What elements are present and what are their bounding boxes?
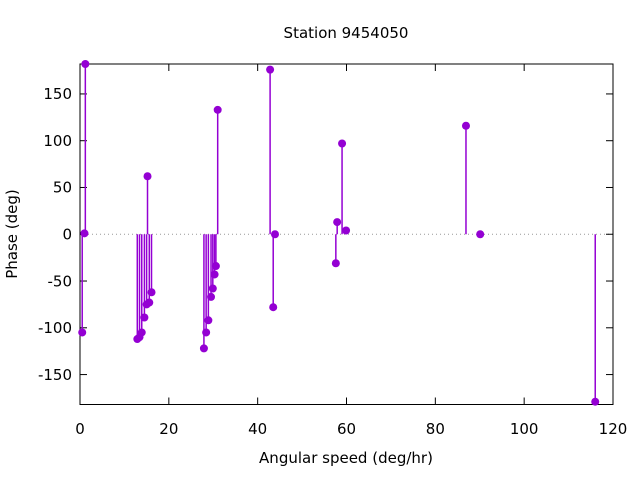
data-point [147, 288, 156, 297]
data-point [207, 292, 216, 301]
x-tick-label: 120 [599, 420, 628, 438]
data-point [331, 259, 340, 268]
data-point [202, 328, 211, 337]
data-point [266, 65, 275, 74]
x-tick-label: 40 [248, 420, 267, 438]
data-point [78, 328, 87, 337]
data-point [269, 303, 278, 312]
y-tick-label: -50 [48, 272, 73, 290]
data-point [213, 105, 222, 114]
data-point [208, 284, 217, 293]
chart-title: Station 9454050 [284, 24, 409, 42]
x-axis-label: Angular speed (deg/hr) [259, 449, 433, 467]
data-point [204, 316, 213, 325]
data-point [81, 60, 90, 68]
data-point [333, 218, 342, 227]
x-tick-label: 20 [159, 420, 178, 438]
data-point [591, 397, 600, 406]
data-point [137, 328, 146, 337]
data-point [342, 226, 351, 235]
y-tick-label: 0 [62, 226, 72, 244]
y-tick-label: 150 [43, 85, 72, 103]
x-tick-label: 60 [337, 420, 356, 438]
x-tick-label: 80 [426, 420, 445, 438]
y-tick-label: 100 [43, 132, 72, 150]
y-axis-label: Phase (deg) [3, 189, 21, 279]
data-point [210, 270, 219, 279]
data-point [140, 313, 149, 322]
data-point [199, 344, 208, 353]
data-point [476, 230, 485, 239]
x-tick-label: 0 [75, 420, 85, 438]
data-point [270, 230, 279, 239]
data-point [80, 229, 89, 238]
y-tick-label: 50 [53, 179, 72, 197]
y-tick-label: -150 [38, 366, 72, 384]
data-point [143, 172, 152, 181]
x-tick-label: 100 [510, 420, 539, 438]
data-point [211, 262, 220, 271]
data-point [461, 121, 470, 130]
data-point [145, 298, 154, 307]
data-point [338, 139, 347, 148]
y-tick-label: -100 [38, 319, 72, 337]
plot-dynamic-layer: 0 20 40 60 80 100 120 -150 -100 -50 0 50 100 150 [38, 60, 627, 438]
